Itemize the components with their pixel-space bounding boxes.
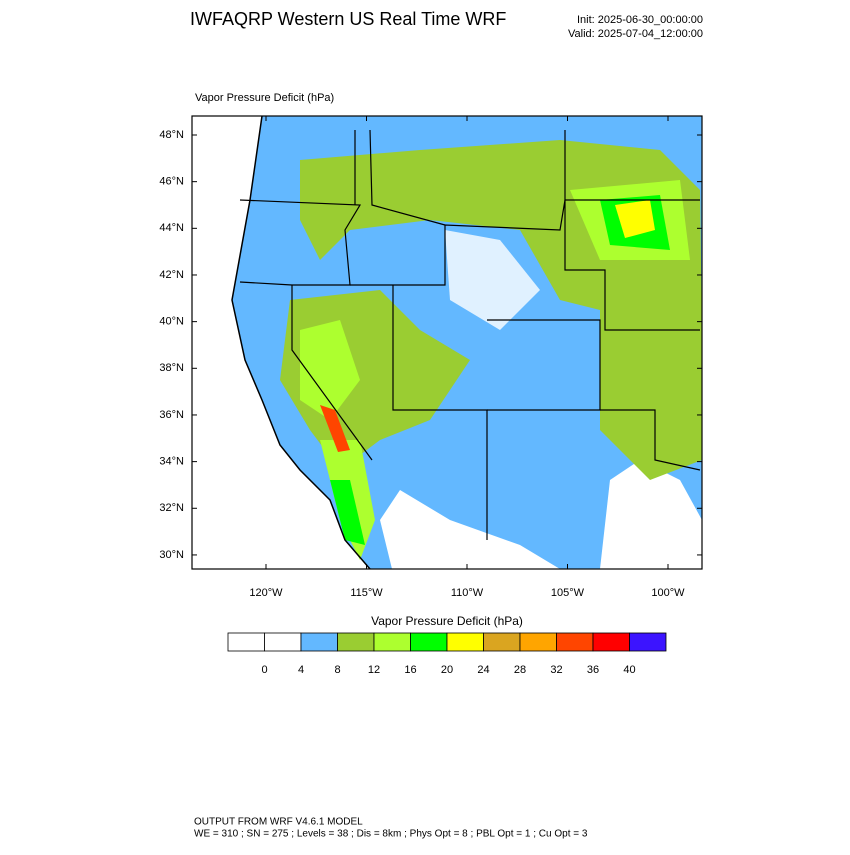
- colorbar: 0 4 8 12 16 20 24 28 32 36 40: [227, 632, 667, 676]
- colorbar-tick-label: 4: [298, 664, 304, 676]
- colorbar-box: [592, 632, 630, 652]
- colorbar-tick-label: 0: [261, 664, 267, 676]
- lat-tick-label: 30°N: [159, 549, 184, 561]
- border: [600, 409, 701, 471]
- colorbar-tick-label: 16: [404, 664, 416, 676]
- lon-tick-label: 105°W: [551, 587, 585, 599]
- colorbar-box: [483, 632, 521, 652]
- colorbar-box: [629, 632, 667, 652]
- colorbar-tick-label: 12: [368, 664, 380, 676]
- border: [239, 199, 362, 286]
- colorbar-box: [446, 632, 484, 652]
- colorbar-box: [227, 632, 265, 652]
- map-field: [192, 116, 702, 569]
- lat-tick-label: 36°N: [159, 409, 184, 421]
- colorbar-box: [300, 632, 338, 652]
- init-time: Init: 2025-06-30_00:00:00: [577, 14, 703, 26]
- lat-tick-label: 44°N: [159, 222, 184, 234]
- lat-tick-label: 34°N: [159, 456, 184, 468]
- colorbar-tick-label: 32: [550, 664, 562, 676]
- lat-tick-label: 32°N: [159, 502, 184, 514]
- field-label: Vapor Pressure Deficit (hPa): [195, 92, 334, 104]
- colorbar-box: [519, 632, 557, 652]
- title: IWFAQRP Western US Real Time WRF: [190, 9, 506, 29]
- valid-time: Valid: 2025-07-04_12:00:00: [568, 28, 703, 40]
- vpd-20-24: [615, 200, 655, 238]
- lat-tick-label: 48°N: [159, 129, 184, 141]
- vpd-12-16: [300, 320, 360, 420]
- lat-tick-label: 46°N: [159, 176, 184, 188]
- lon-tick-label: 115°W: [350, 587, 383, 599]
- lon-tick-label: 120°W: [249, 587, 283, 599]
- mexico-dry-region: [380, 490, 560, 569]
- map-ticks: 48°N 46°N 44°N 42°N 40°N 38°N 36°N 34°N 32°N 30°N…: [159, 116, 702, 599]
- map-frame: [191, 115, 703, 570]
- coastline: [231, 116, 371, 569]
- vpd-32-36: [320, 405, 350, 452]
- colorbar-box: [264, 632, 302, 652]
- colorbar-box: [410, 632, 448, 652]
- colorbar-tick-label: 36: [587, 664, 599, 676]
- vpd-8-12: [600, 300, 702, 480]
- vpd-16-20: [330, 480, 365, 545]
- colorbar-tick-label: 40: [623, 664, 635, 676]
- wyoming-region: [445, 230, 540, 330]
- lat-tick-label: 42°N: [159, 269, 184, 281]
- border: [354, 129, 446, 226]
- colorbar-label: Vapor Pressure Deficit (hPa): [371, 614, 523, 628]
- colorbar-tick-label: 20: [441, 664, 453, 676]
- lat-tick-label: 40°N: [159, 316, 184, 328]
- lat-tick-label: 38°N: [159, 362, 184, 374]
- footer-line: WE = 310 ; SN = 275 ; Levels = 38 ; Dis …: [194, 829, 588, 840]
- border: [487, 319, 601, 411]
- state-borders: [239, 129, 701, 540]
- colorbar-tick-label: 28: [514, 664, 526, 676]
- lon-tick-label: 110°W: [451, 587, 484, 599]
- colorbar-tick-label: 8: [334, 664, 340, 676]
- border: [392, 285, 488, 540]
- colorbar-box: [337, 632, 375, 652]
- border: [239, 281, 293, 286]
- texas-region: [600, 460, 702, 569]
- colorbar-box: [556, 632, 594, 652]
- border: [564, 130, 700, 201]
- border: [291, 285, 373, 461]
- colorbar-box: [373, 632, 411, 652]
- lon-tick-label: 100°W: [651, 587, 685, 599]
- footer-line: OUTPUT FROM WRF V4.6.1 MODEL: [194, 817, 363, 828]
- colorbar-tick-label: 24: [477, 664, 489, 676]
